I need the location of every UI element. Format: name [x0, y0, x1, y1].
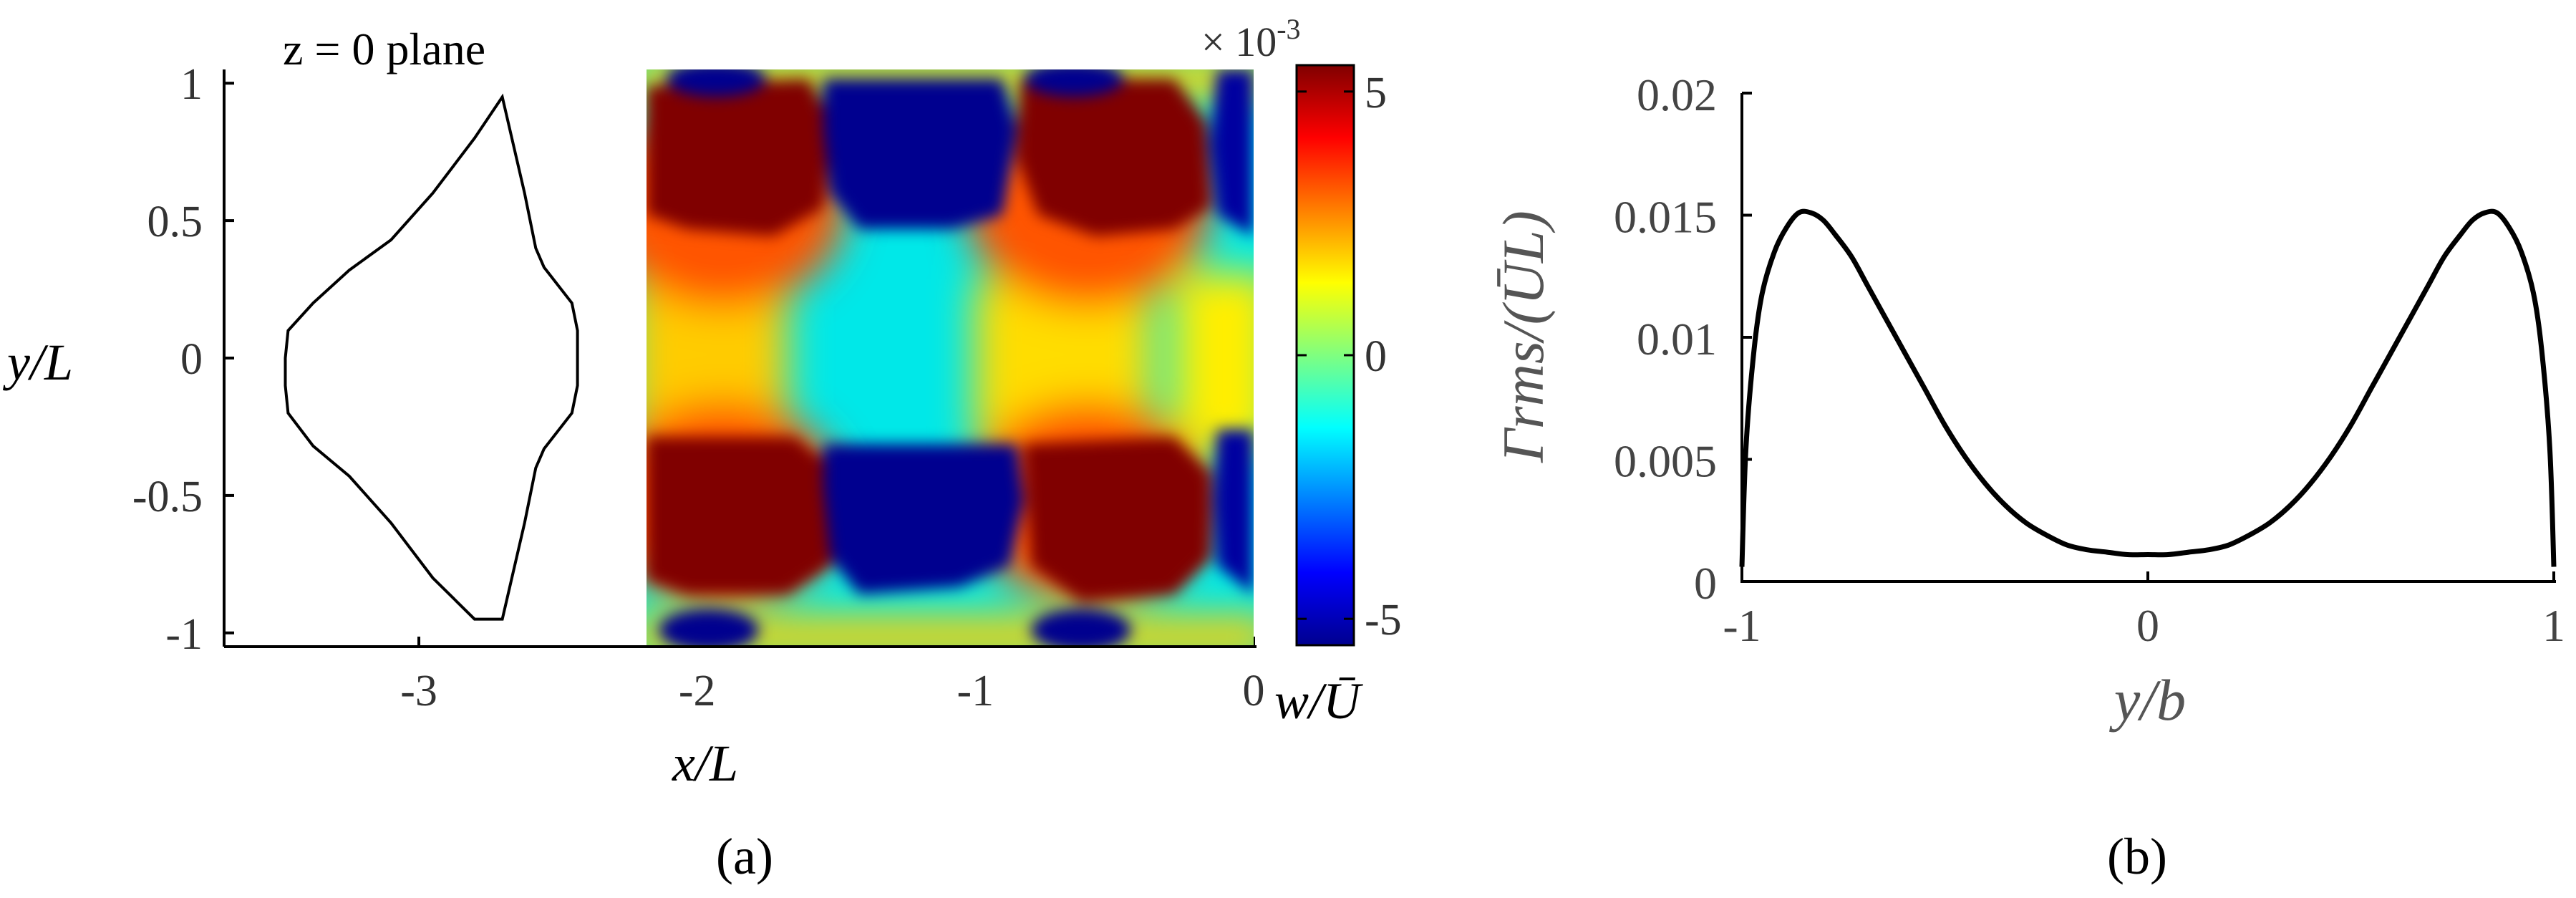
y-axis-label: y/L [2, 334, 73, 391]
y-tick-label: -0.5 [132, 473, 203, 521]
y-ticks: 0 0.005 0.01 0.015 0.02 [1614, 69, 1752, 609]
y-ticks: 1 0.5 0 -0.5 -1 [132, 60, 234, 659]
heatmap-negative-core [666, 69, 766, 97]
heatmap-positive-core [647, 79, 831, 236]
x-tick-label: 1 [2542, 600, 2565, 651]
colorbar-exponent-label: × 10-3 [1201, 13, 1301, 65]
y-tick-label: 0.005 [1614, 436, 1717, 487]
x-tick-label: -1 [1723, 600, 1761, 651]
heatmap-negative-core [659, 609, 759, 645]
y-tick-label: 0 [1694, 558, 1717, 609]
heatmap-negative-core [1210, 69, 1254, 236]
heatmap-negative-core [1024, 69, 1124, 97]
panel-a-heatmap [647, 69, 1254, 645]
x-tick-label: -2 [679, 667, 716, 715]
panel-a-label: (a) [716, 828, 773, 885]
y-tick-label: 0.5 [147, 198, 203, 246]
y-tick-label: 0.015 [1614, 192, 1717, 243]
colorbar-ticks: 5 0 -5 [1297, 69, 1402, 644]
y-tick-label: 0 [180, 335, 203, 384]
x-ticks: -3 -2 -1 0 [400, 637, 1265, 715]
colorbar-tick-label: 0 [1365, 332, 1387, 381]
x-tick-label: 0 [2136, 600, 2159, 651]
colorbar: 5 0 -5 × 10-3 w/Ū [1201, 13, 1402, 730]
y-tick-label: -1 [165, 610, 203, 659]
colorbar-label: w/Ū [1274, 672, 1363, 730]
heatmap-positive-core [1024, 437, 1210, 602]
airfoil-outline [284, 93, 579, 621]
x-tick-label: -3 [400, 667, 437, 715]
x-axis-label: x/L [672, 735, 738, 792]
colorbar-tick-label: 5 [1365, 69, 1387, 117]
heatmap-negative-core [1214, 430, 1254, 594]
heatmap-negative-core [1031, 609, 1131, 645]
heatmap-cores [647, 69, 1254, 645]
y-axis-label: Γrms/(ŪL) [1491, 211, 1556, 463]
y-tick-label: 1 [180, 60, 203, 109]
y-tick-label: 0.01 [1637, 314, 1717, 364]
x-axis-label: y/b [2109, 667, 2186, 733]
gamma-rms-curve [1739, 208, 2557, 567]
heatmap-positive-core [647, 437, 831, 594]
x-tick-label: -1 [957, 667, 994, 715]
panel-a-outline-axes: 10.50-0.5-1 -3 -2 -1 0 z = 0 plane y/L x/L … [2, 24, 1265, 885]
heatmap-negative-core [823, 79, 1017, 229]
y-tick-label: 0.02 [1637, 69, 1717, 120]
heatmap-negative-core [823, 444, 1024, 594]
panel-b-label: (b) [2107, 828, 2167, 885]
x-ticks: -1 0 1 [1723, 571, 2565, 651]
colorbar-tick-label: -5 [1365, 596, 1402, 644]
heatmap-positive-core [1017, 79, 1210, 236]
colorbar-exponent: -3 [1277, 13, 1300, 45]
heatmap-yellow-band [1174, 272, 1254, 451]
x-tick-label: 0 [1243, 667, 1265, 715]
panel-a-title: z = 0 plane [283, 24, 485, 74]
